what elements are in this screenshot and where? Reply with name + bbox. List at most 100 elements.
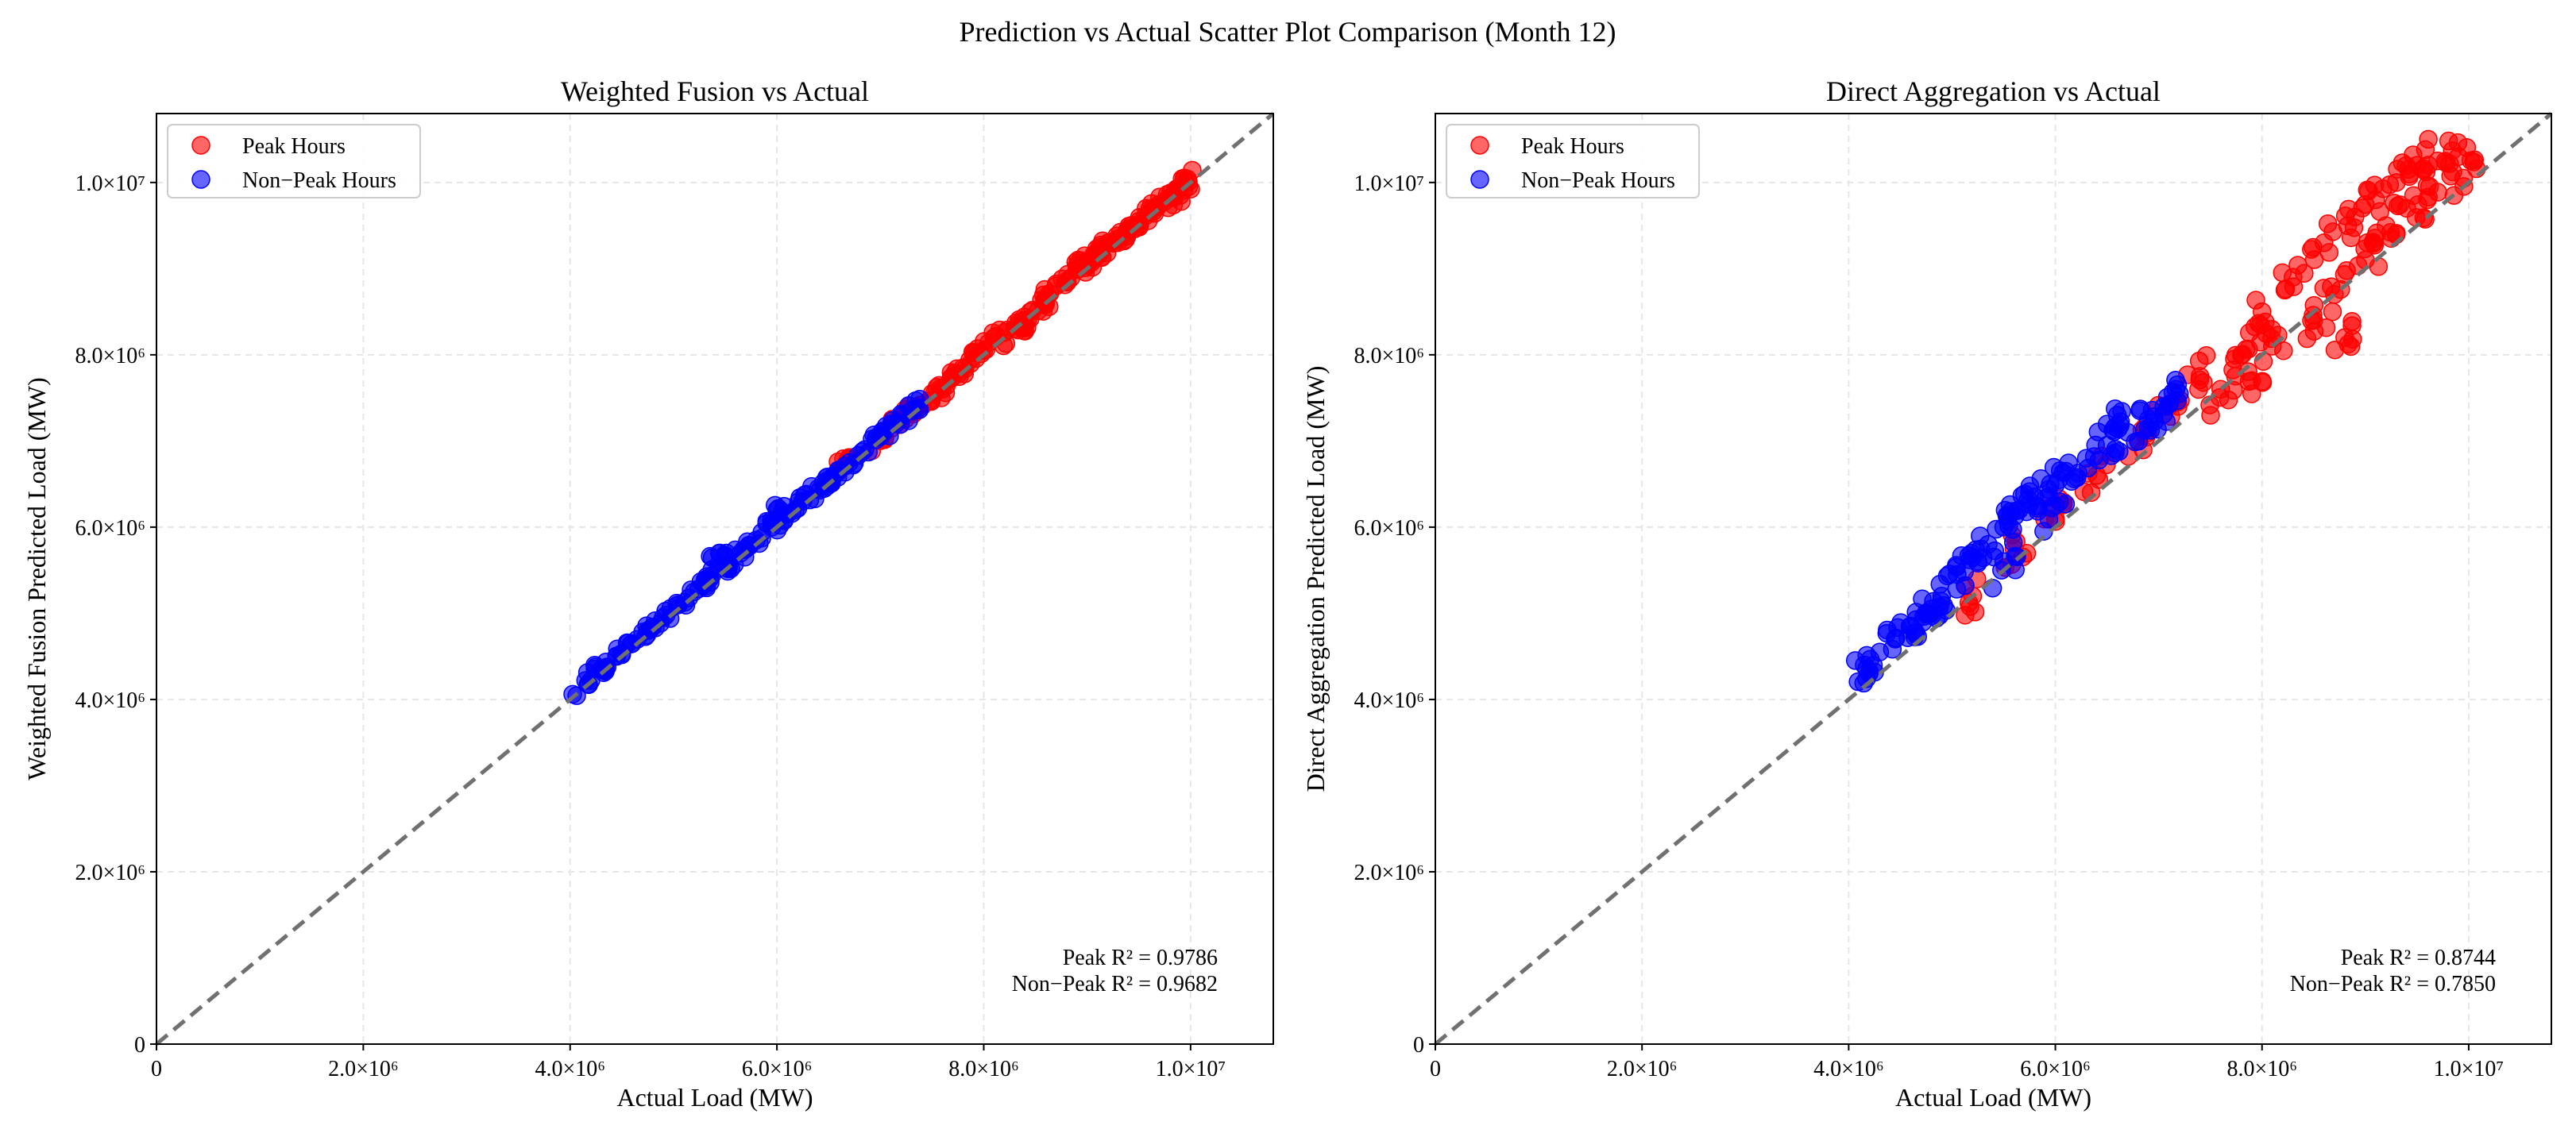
peak-point	[2325, 340, 2345, 360]
legend-nonpeak-marker	[1470, 170, 1489, 189]
legend-nonpeak-marker	[191, 170, 210, 189]
peak-point	[2464, 152, 2484, 172]
peak-point	[2396, 156, 2416, 175]
x-tick-label: 4.0×10⁶	[1813, 1057, 1884, 1081]
peak-point	[2246, 291, 2265, 310]
nonpeak-point	[2044, 457, 2064, 477]
x-tick-label: 4.0×10⁶	[535, 1057, 605, 1081]
peak-point	[2417, 175, 2437, 195]
r-squared-annotation: Peak R² = 0.8744	[2341, 946, 2496, 970]
figure-title: Prediction vs Actual Scatter Plot Compar…	[960, 16, 1616, 48]
r-squared-annotation: Non−Peak R² = 0.9682	[1012, 972, 1218, 996]
peak-point	[2295, 264, 2314, 283]
peak-point	[2242, 384, 2261, 403]
peak-point	[2353, 198, 2372, 218]
peak-point	[1015, 322, 1035, 341]
nonpeak-point	[1998, 506, 2018, 526]
legend: Peak Hours Non−Peak Hours	[1446, 124, 1700, 198]
peak-point	[2448, 133, 2468, 152]
peak-point	[2251, 333, 2270, 352]
nonpeak-point	[1968, 552, 1987, 571]
y-tick-label: 6.0×10⁶	[1354, 516, 1424, 541]
x-tick-label: 0	[1430, 1057, 1441, 1081]
peak-point	[2388, 196, 2408, 216]
x-tick-label: 6.0×10⁶	[2020, 1057, 2091, 1081]
y-tick-label: 1.0×10⁷	[75, 172, 145, 196]
legend: Peak Hours Non−Peak Hours	[167, 124, 421, 198]
peak-point	[931, 379, 950, 398]
peak-point	[2419, 129, 2438, 149]
diagonal-reference-line	[155, 112, 1275, 1046]
peak-point	[2275, 280, 2295, 300]
nonpeak-point	[2106, 443, 2125, 463]
peak-point	[2322, 277, 2341, 296]
peak-point	[2304, 250, 2324, 269]
nonpeak-point	[702, 548, 722, 568]
peak-point	[2441, 167, 2460, 186]
peak-point	[2380, 175, 2400, 195]
legend-nonpeak-label: Non−Peak Hours	[1521, 168, 1675, 193]
peak-point	[2253, 372, 2272, 391]
y-axis-label: Direct Aggregation Predicted Load (MW)	[1301, 366, 1330, 792]
peak-point	[1956, 606, 1975, 625]
chart-title: Direct Aggregation vs Actual	[1826, 75, 2161, 107]
peak-point	[2323, 302, 2342, 322]
scatter-layer	[1845, 129, 2486, 693]
x-tick-label: 1.0×10⁷	[1156, 1057, 1226, 1081]
x-tick-label: 8.0×10⁶	[948, 1057, 1019, 1081]
y-tick-label: 1.0×10⁷	[1354, 172, 1424, 196]
peak-point	[2369, 257, 2389, 276]
nonpeak-point	[2111, 412, 2130, 431]
x-tick-label: 0	[151, 1057, 162, 1081]
peak-point	[2319, 243, 2338, 262]
y-axis-label: Weighted Fusion Predicted Load (MW)	[22, 377, 51, 780]
plot-frame	[1435, 113, 2552, 1045]
legend-nonpeak-label: Non−Peak Hours	[242, 168, 396, 193]
plot-frame	[156, 113, 1274, 1045]
left-chart-weighted-fusion: 0 2.0×10⁶ 4.0×10⁶ 6.0×10⁶ 8.0×10⁶ 1.0×10⁷ 0 2.0…	[22, 75, 1275, 1112]
y-tick-label: 6.0×10⁶	[75, 516, 145, 541]
right-chart-direct-aggregation: 0 2.0×10⁶ 4.0×10⁶ 6.0×10⁶ 8.0×10⁶ 1.0×10⁷ 0 2.0…	[1301, 75, 2553, 1112]
peak-point	[2343, 330, 2362, 349]
y-tick-label: 8.0×10⁶	[1354, 344, 1424, 368]
diagonal-reference-line	[1434, 112, 2553, 1046]
y-tick-label: 0	[134, 1033, 145, 1058]
y-tick-label: 4.0×10⁶	[1354, 688, 1424, 713]
nonpeak-point	[2039, 487, 2059, 506]
peak-point	[2304, 322, 2324, 341]
legend-peak-marker	[191, 136, 210, 155]
legend-box	[167, 124, 421, 198]
nonpeak-point	[2142, 400, 2162, 420]
nonpeak-point	[1913, 589, 1932, 609]
peak-point	[2273, 263, 2292, 283]
nonpeak-point	[2068, 464, 2087, 483]
peak-point	[1172, 191, 1191, 211]
peak-point	[2419, 156, 2438, 175]
nonpeak-point	[774, 496, 794, 516]
legend-box	[1446, 124, 1700, 198]
y-tick-label: 2.0×10⁶	[75, 861, 145, 885]
y-tick-label: 4.0×10⁶	[75, 688, 145, 713]
y-tick-label: 0	[1413, 1033, 1424, 1058]
nonpeak-point	[2086, 435, 2105, 455]
x-axis-label: Actual Load (MW)	[616, 1083, 813, 1112]
chart-title: Weighted Fusion vs Actual	[561, 75, 869, 107]
legend-peak-label: Peak Hours	[242, 134, 346, 159]
peak-point	[2274, 341, 2293, 360]
peak-point	[2342, 312, 2362, 331]
nonpeak-point	[2168, 375, 2188, 395]
legend-peak-label: Peak Hours	[1521, 134, 1624, 159]
x-tick-label: 2.0×10⁶	[328, 1057, 399, 1081]
nonpeak-point	[2039, 510, 2059, 529]
r-squared-annotation: Peak R² = 0.9786	[1063, 946, 1218, 970]
nonpeak-point	[2157, 412, 2176, 431]
nonpeak-point	[891, 404, 911, 424]
nonpeak-point	[1930, 597, 1949, 617]
nonpeak-point	[910, 390, 929, 409]
x-tick-label: 2.0×10⁶	[1607, 1057, 1678, 1081]
nonpeak-point	[1930, 575, 1949, 594]
peak-point	[2081, 483, 2101, 503]
x-axis-label: Actual Load (MW)	[1895, 1083, 2091, 1112]
r-squared-annotation: Non−Peak R² = 0.7850	[2290, 972, 2496, 996]
